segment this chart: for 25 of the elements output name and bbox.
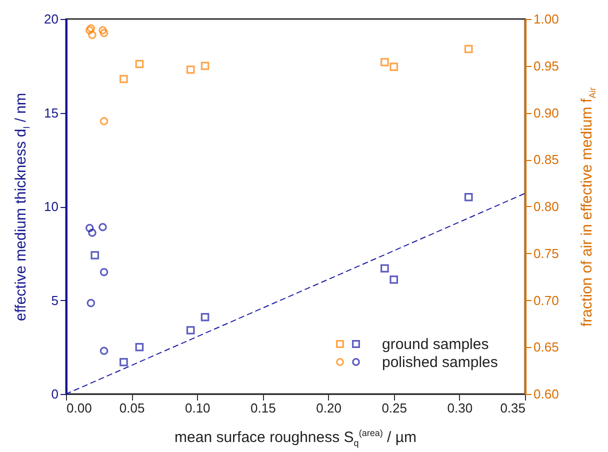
x-tick-label: 0.05 — [119, 400, 145, 416]
y-tick-label: 20 — [44, 12, 58, 26]
y2-tick-label: 0.65 — [534, 340, 559, 355]
y2-tick-label: 0.70 — [534, 292, 559, 308]
x-tick-label: 0.15 — [250, 400, 276, 416]
legend-label: polished samples — [382, 354, 498, 371]
y-tick-label: 10 — [44, 199, 58, 214]
y2-tick-label: 0.80 — [534, 199, 559, 214]
x-tick-label: 0.35 — [500, 400, 526, 416]
y-tick-label: 15 — [44, 105, 58, 120]
x-tick-label: 0.00 — [66, 400, 92, 416]
y-tick-label: 5 — [51, 292, 58, 308]
legend-label: ground samples — [382, 336, 489, 353]
y2-tick-label: 0.85 — [534, 152, 559, 168]
x-tick-label: 0.25 — [382, 400, 408, 416]
x-tick-label: 0.20 — [316, 400, 342, 416]
y2-tick-label: 1.00 — [534, 12, 559, 26]
y2-tick-label: 0.90 — [534, 105, 559, 120]
x-axis-title: mean surface roughness S$_{q}$$^{(area)}$ / µm — [174, 428, 416, 448]
y2-tick-label: 0.60 — [534, 386, 559, 402]
x-tick-label: 0.30 — [447, 400, 473, 416]
y2-tick-label: 0.75 — [534, 246, 559, 261]
x-tick-label: 0.10 — [184, 400, 210, 416]
y2-tick-label: 0.95 — [534, 58, 559, 74]
y-tick-label: 0 — [51, 386, 58, 402]
